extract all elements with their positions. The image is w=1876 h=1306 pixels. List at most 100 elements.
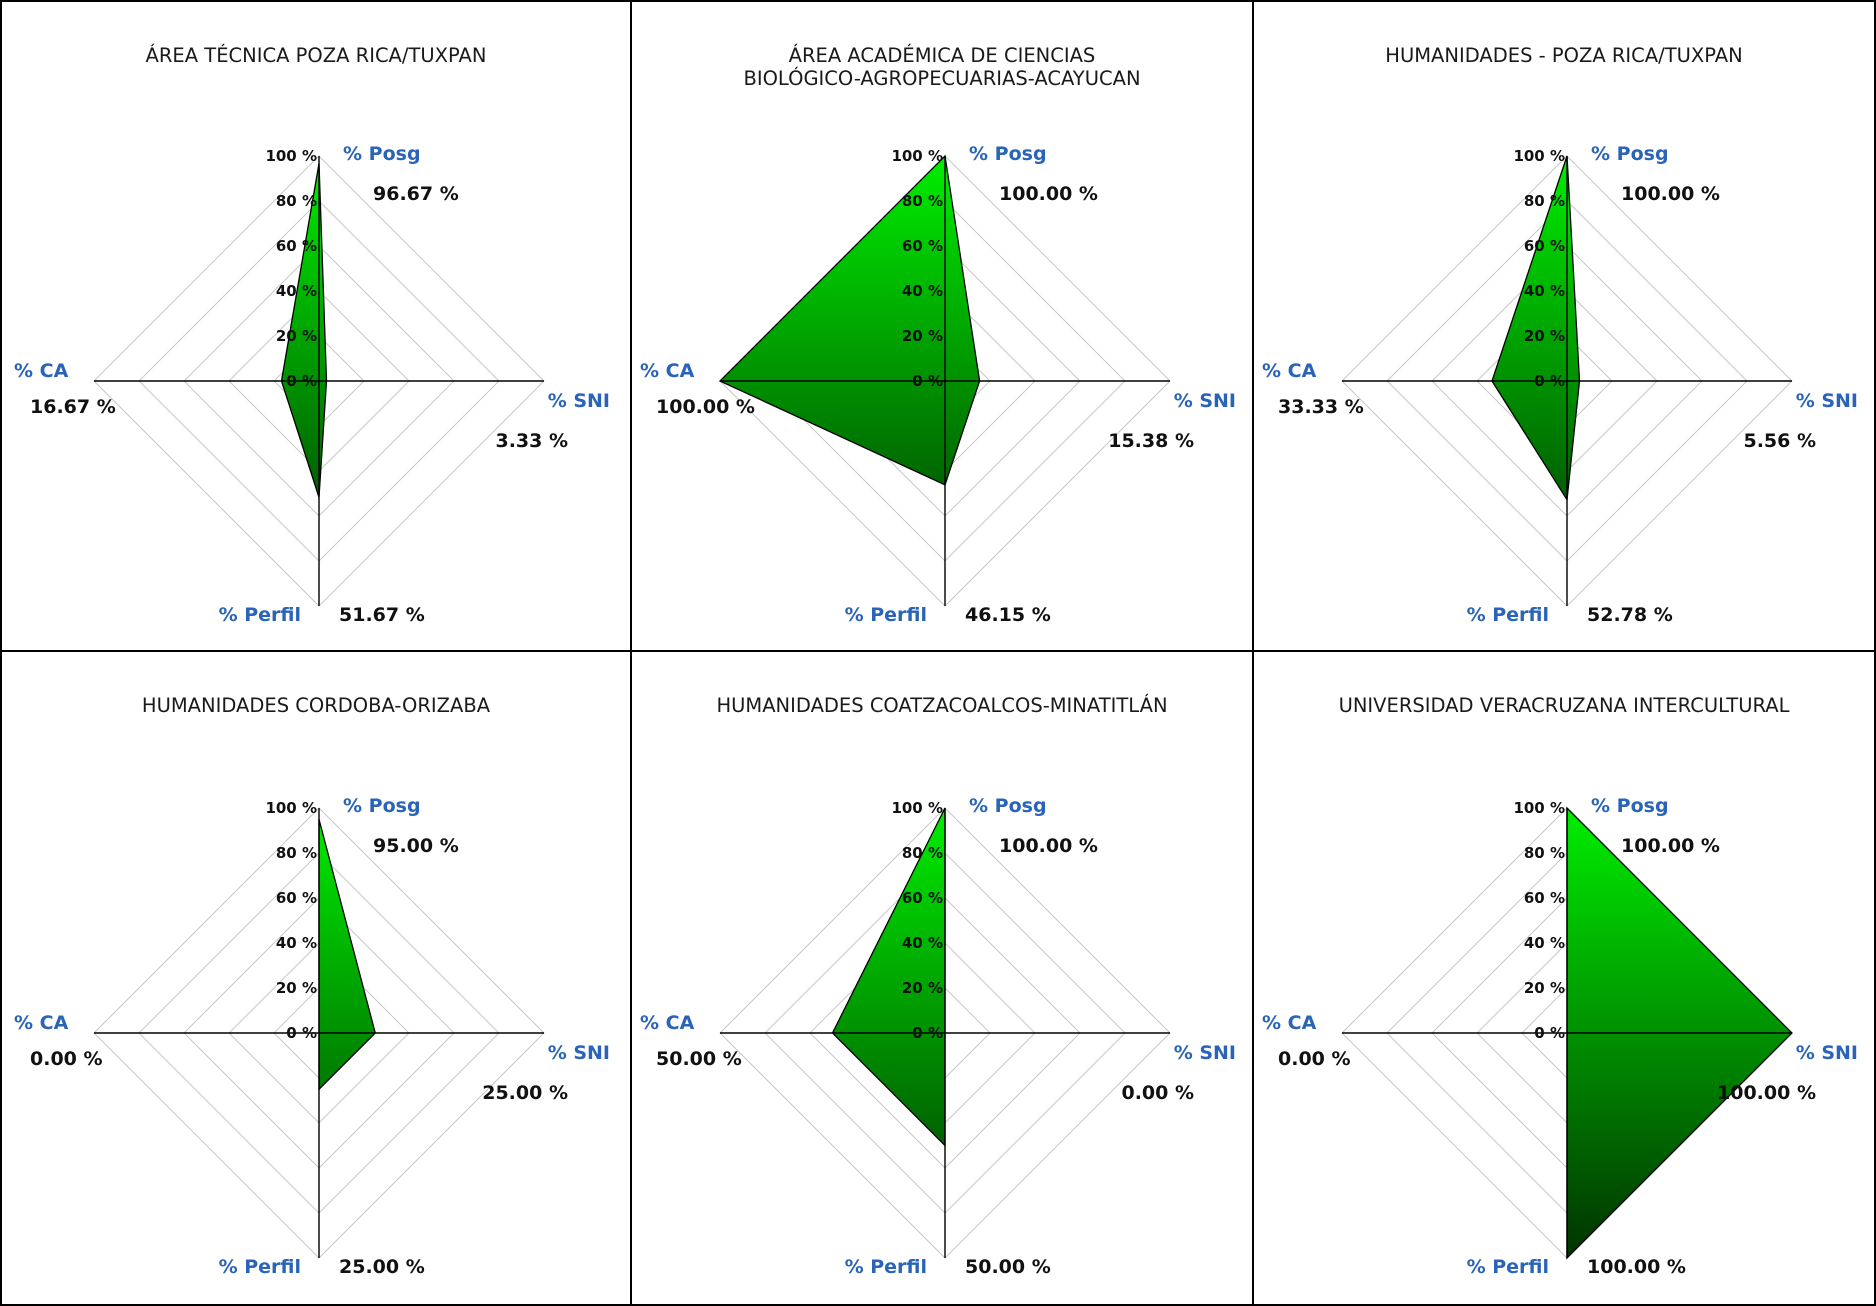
radar-tick-label: 60 % bbox=[276, 889, 317, 907]
radar-axis-name: % Posg bbox=[969, 143, 1047, 165]
radar-axis-name: % CA bbox=[14, 1012, 69, 1034]
radar-chart: 0 % 20 % 40 % 60 % 80 % 100 % % Posg % SNI % Per… bbox=[14, 795, 610, 1278]
radar-tick-label: 100 % bbox=[1513, 799, 1565, 817]
radar-value-label: 33.33 % bbox=[1278, 396, 1364, 418]
radar-panel: HUMANIDADES CORDOBA-ORIZABA 0 % 20 % 40 % 6… bbox=[0, 652, 632, 1306]
radar-value-label: 46.15 % bbox=[965, 604, 1051, 626]
radar-panel: ÁREA TÉCNICA POZA RICA/TUXPAN 0 % 20 % 40 … bbox=[0, 0, 632, 652]
radar-axis-name: % SNI bbox=[1796, 1042, 1858, 1064]
radar-tick-label: 0 % bbox=[912, 372, 943, 390]
radar-value-label: 100.00 % bbox=[1587, 1256, 1686, 1278]
radar-value-label: 95.00 % bbox=[373, 835, 459, 857]
radar-tick-label: 40 % bbox=[902, 282, 943, 300]
radar-value-label: 52.78 % bbox=[1587, 604, 1673, 626]
radar-value-label: 5.56 % bbox=[1743, 430, 1816, 452]
radar-chart: 0 % 20 % 40 % 60 % 80 % 100 % % Posg % SNI % Per… bbox=[1262, 795, 1858, 1278]
radar-value-label: 0.00 % bbox=[1278, 1048, 1351, 1070]
radar-axis-name: % CA bbox=[14, 360, 69, 382]
radar-tick-label: 0 % bbox=[912, 1024, 943, 1042]
radar-axis-name: % Posg bbox=[1591, 143, 1669, 165]
radar-tick-label: 20 % bbox=[902, 979, 943, 997]
radar-value-label: 16.67 % bbox=[30, 396, 116, 418]
radar-axis-name: % Perfil bbox=[1467, 1256, 1549, 1278]
radar-value-label: 100.00 % bbox=[999, 183, 1098, 205]
radar-axis-name: % Posg bbox=[969, 795, 1047, 817]
radar-tick-label: 60 % bbox=[902, 889, 943, 907]
radar-axis-name: % Posg bbox=[343, 143, 421, 165]
radar-axis-name: % Perfil bbox=[219, 604, 301, 626]
radar-tick-label: 20 % bbox=[1524, 327, 1565, 345]
radar-chart: 0 % 20 % 40 % 60 % 80 % 100 % % Posg % SNI % Per… bbox=[640, 795, 1236, 1278]
radar-value-label: 96.67 % bbox=[373, 183, 459, 205]
radar-tick-label: 40 % bbox=[1524, 282, 1565, 300]
radar-tick-label: 80 % bbox=[902, 844, 943, 862]
radar-chart: 0 % 20 % 40 % 60 % 80 % 100 % % Posg % SNI % Per… bbox=[640, 143, 1236, 626]
radar-value-label: 100.00 % bbox=[1621, 835, 1720, 857]
radar-panel: ÁREA ACADÉMICA DE CIENCIAS BIOLÓGICO-AGR… bbox=[632, 0, 1254, 652]
radar-value-label: 51.67 % bbox=[339, 604, 425, 626]
radar-panel: UNIVERSIDAD VERACRUZANA INTERCULTURAL 0 … bbox=[1254, 652, 1876, 1306]
radar-tick-label: 0 % bbox=[286, 1024, 317, 1042]
radar-value-label: 100.00 % bbox=[656, 396, 755, 418]
chart-title: HUMANIDADES - POZA RICA/TUXPAN bbox=[1385, 44, 1743, 67]
radar-tick-label: 80 % bbox=[1524, 844, 1565, 862]
radar-tick-label: 40 % bbox=[902, 934, 943, 952]
radar-tick-label: 80 % bbox=[902, 192, 943, 210]
radar-tick-label: 60 % bbox=[276, 237, 317, 255]
radar-value-label: 25.00 % bbox=[482, 1082, 568, 1104]
radar-axis-name: % Posg bbox=[343, 795, 421, 817]
radar-value-label: 100.00 % bbox=[1717, 1082, 1816, 1104]
radar-chart: 0 % 20 % 40 % 60 % 80 % 100 % % Posg % SNI % Per… bbox=[14, 143, 610, 626]
radar-tick-label: 40 % bbox=[276, 934, 317, 952]
radar-axis-name: % Perfil bbox=[1467, 604, 1549, 626]
radar-tick-label: 80 % bbox=[276, 192, 317, 210]
radar-axis-name: % SNI bbox=[1174, 1042, 1236, 1064]
radar-tick-label: 20 % bbox=[276, 327, 317, 345]
radar-panel: HUMANIDADES - POZA RICA/TUXPAN 0 % 20 % 40… bbox=[1254, 0, 1876, 652]
radar-value-label: 100.00 % bbox=[999, 835, 1098, 857]
radar-value-label: 3.33 % bbox=[495, 430, 568, 452]
radar-tick-label: 20 % bbox=[276, 979, 317, 997]
radar-axis-name: % Perfil bbox=[845, 1256, 927, 1278]
radar-axis-name: % CA bbox=[640, 1012, 695, 1034]
radar-tick-label: 80 % bbox=[276, 844, 317, 862]
radar-tick-label: 60 % bbox=[902, 237, 943, 255]
radar-value-label: 50.00 % bbox=[656, 1048, 742, 1070]
chart-title: ÁREA ACADÉMICA DE CIENCIAS BIOLÓGICO-AGR… bbox=[743, 44, 1141, 90]
radar-axis-name: % CA bbox=[1262, 360, 1317, 382]
radar-tick-label: 0 % bbox=[1534, 372, 1565, 390]
chart-title: HUMANIDADES CORDOBA-ORIZABA bbox=[141, 694, 491, 717]
radar-tick-label: 100 % bbox=[265, 147, 317, 165]
radar-axis-name: % SNI bbox=[548, 1042, 610, 1064]
radar-axis-name: % CA bbox=[640, 360, 695, 382]
chart-title: UNIVERSIDAD VERACRUZANA INTERCULTURAL bbox=[1338, 694, 1790, 717]
chart-title: HUMANIDADES COATZACOALCOS-MINATITLÁN bbox=[716, 694, 1168, 717]
radar-axis-name: % CA bbox=[1262, 1012, 1317, 1034]
radar-value-label: 25.00 % bbox=[339, 1256, 425, 1278]
radar-value-label: 100.00 % bbox=[1621, 183, 1720, 205]
radar-panel: HUMANIDADES COATZACOALCOS-MINATITLÁN 0 %… bbox=[632, 652, 1254, 1306]
radar-tick-label: 60 % bbox=[1524, 889, 1565, 907]
radar-value-label: 50.00 % bbox=[965, 1256, 1051, 1278]
radar-axis-name: % Perfil bbox=[845, 604, 927, 626]
radar-axis-name: % Perfil bbox=[219, 1256, 301, 1278]
radar-tick-label: 80 % bbox=[1524, 192, 1565, 210]
radar-tick-label: 0 % bbox=[286, 372, 317, 390]
radar-tick-label: 100 % bbox=[265, 799, 317, 817]
radar-axis-name: % SNI bbox=[548, 390, 610, 412]
radar-tick-label: 100 % bbox=[891, 147, 943, 165]
radar-value-label: 0.00 % bbox=[30, 1048, 103, 1070]
radar-tick-label: 40 % bbox=[276, 282, 317, 300]
radar-chart: 0 % 20 % 40 % 60 % 80 % 100 % % Posg % SNI % Per… bbox=[1262, 143, 1858, 626]
radar-tick-label: 60 % bbox=[1524, 237, 1565, 255]
radar-tick-label: 100 % bbox=[891, 799, 943, 817]
radar-tick-label: 0 % bbox=[1534, 1024, 1565, 1042]
radar-tick-label: 100 % bbox=[1513, 147, 1565, 165]
radar-tick-label: 20 % bbox=[902, 327, 943, 345]
radar-tick-label: 40 % bbox=[1524, 934, 1565, 952]
radar-value-label: 15.38 % bbox=[1108, 430, 1194, 452]
radar-axis-name: % Posg bbox=[1591, 795, 1669, 817]
radar-axis-name: % SNI bbox=[1796, 390, 1858, 412]
radar-value-label: 0.00 % bbox=[1121, 1082, 1194, 1104]
